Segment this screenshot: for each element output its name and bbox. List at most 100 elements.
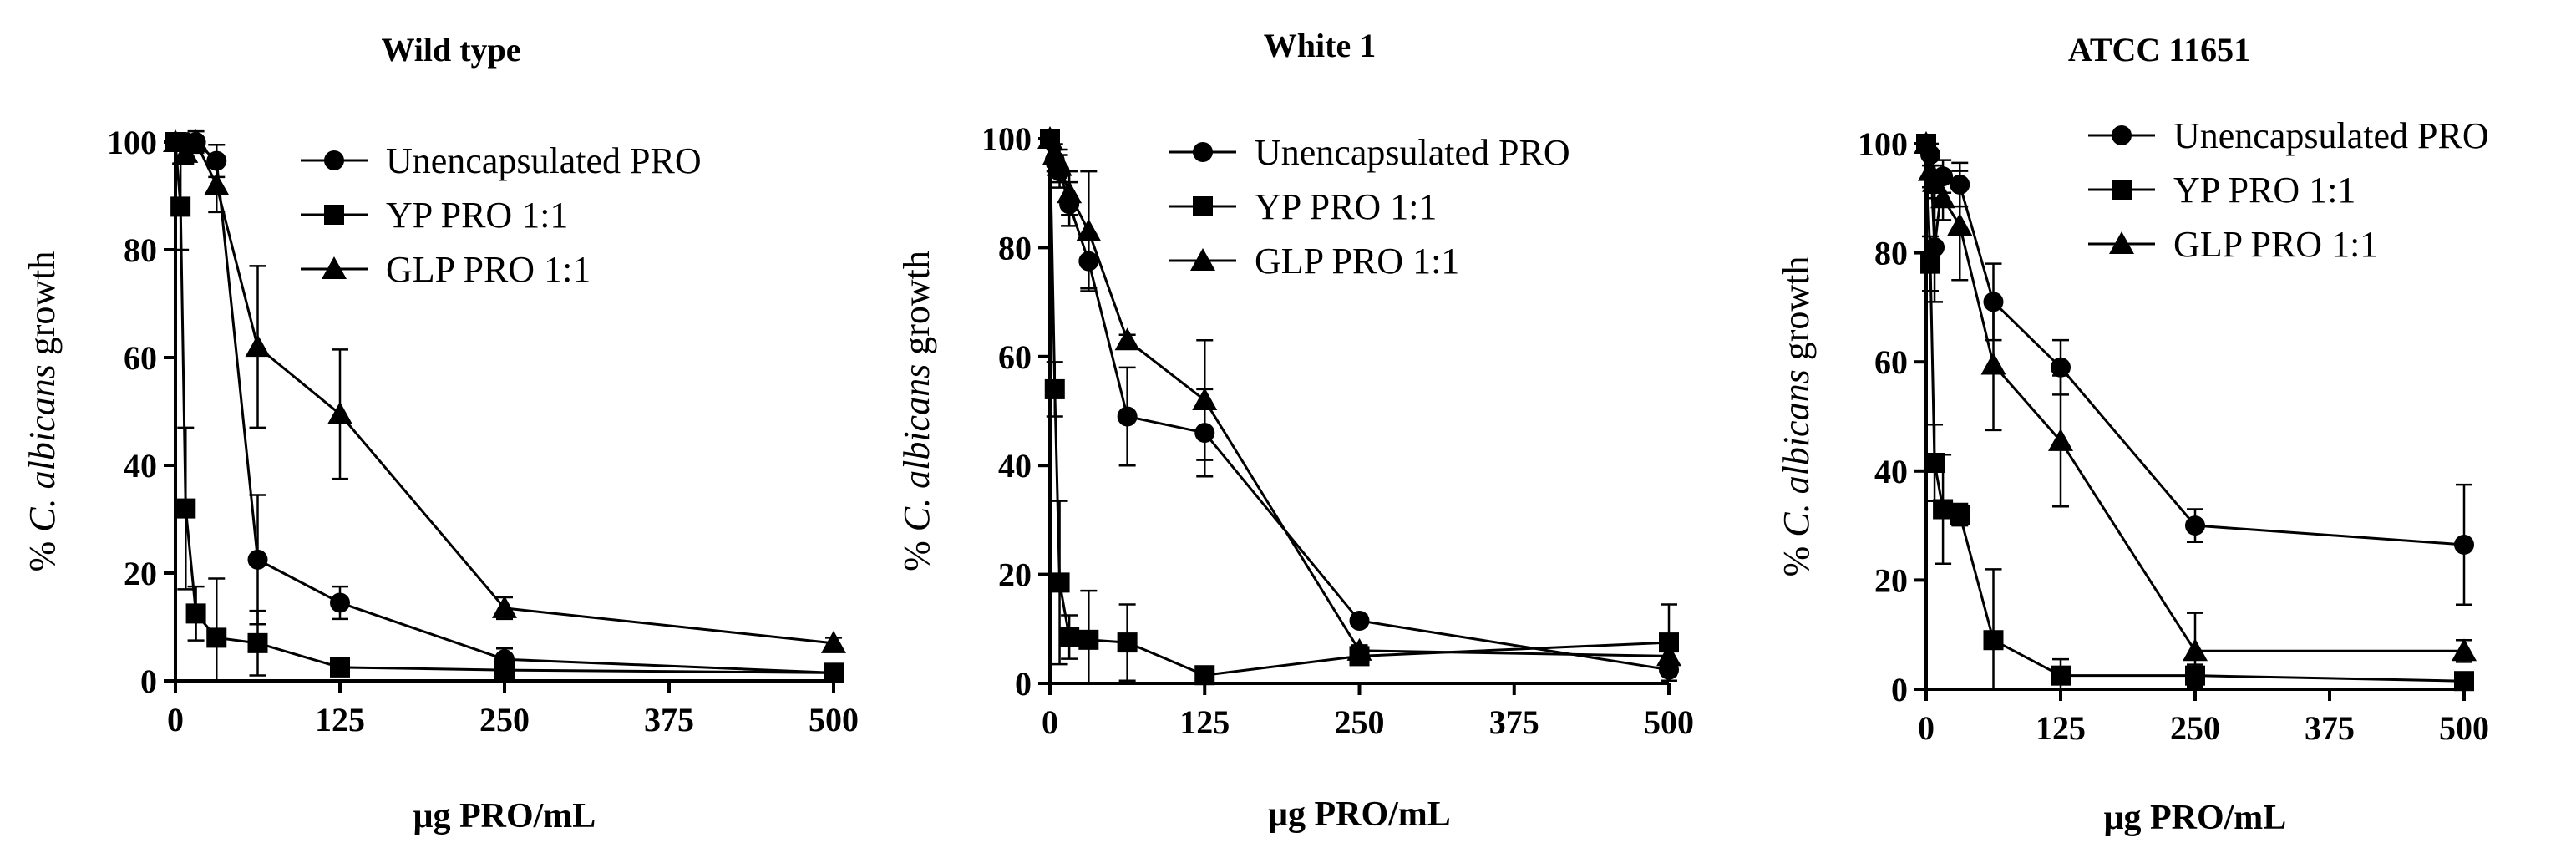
x-tick-label: 0 xyxy=(1918,709,1935,747)
legend-label: Unencapsulated PRO xyxy=(2173,115,2489,156)
data-point xyxy=(2051,357,2071,378)
data-point xyxy=(1933,499,1954,520)
y-tick-label: 80 xyxy=(998,229,1032,266)
y-tick-label: 60 xyxy=(124,339,157,377)
data-point xyxy=(170,196,191,217)
data-point xyxy=(1114,327,1140,351)
y-axis-label-species: C. albicans xyxy=(1776,369,1817,536)
series-triangle xyxy=(1037,126,1681,667)
data-point xyxy=(1920,253,1941,274)
data-point xyxy=(1078,629,1099,650)
legend-marker-circle xyxy=(1193,142,1213,162)
y-axis-label: % C. albicans growth xyxy=(896,251,937,571)
data-point xyxy=(1047,153,1072,176)
x-tick-label: 375 xyxy=(644,701,694,739)
data-point xyxy=(2454,534,2474,555)
x-tick-label: 250 xyxy=(1335,703,1385,741)
chart-panel-1: Wild type 0 20 40 60 80 100 0 125 250 375 500 μg PRO… xyxy=(22,31,859,835)
data-point xyxy=(1117,632,1138,653)
data-point xyxy=(2185,515,2205,536)
y-tick-label: 0 xyxy=(140,662,157,700)
x-axis-label: μg PRO/mL xyxy=(1268,795,1451,834)
y-axis-label-suffix: growth xyxy=(22,251,63,365)
x-tick-label: 0 xyxy=(1042,703,1058,741)
y-tick-label: 0 xyxy=(1891,671,1908,708)
chart-title: ATCC 11651 xyxy=(2068,31,2250,69)
x-tick-label: 125 xyxy=(315,701,365,739)
legend-marker-square xyxy=(1193,196,1213,216)
data-point xyxy=(330,592,350,613)
y-axis-label-species: C. albicans xyxy=(22,364,63,531)
chart-title: White 1 xyxy=(1264,27,1376,64)
y-axis-label-prefix: % xyxy=(22,532,63,572)
data-point xyxy=(1980,352,2006,375)
legend-label: GLP PRO 1:1 xyxy=(386,249,591,290)
data-point xyxy=(163,129,188,152)
series-square xyxy=(1040,129,1679,686)
y-axis-label-suffix: growth xyxy=(1776,256,1817,370)
x-tick-label: 250 xyxy=(479,701,530,739)
y-tick-label: 20 xyxy=(124,555,157,592)
legend-marker-triangle xyxy=(2109,231,2134,254)
data-point xyxy=(1983,630,2004,651)
data-point xyxy=(824,662,844,683)
x-tick-label: 250 xyxy=(2170,709,2220,747)
series-triangle xyxy=(163,129,846,653)
data-point xyxy=(2183,638,2208,662)
x-axis-label: μg PRO/mL xyxy=(413,797,596,835)
y-tick-label: 100 xyxy=(981,120,1032,158)
legend-marker-square xyxy=(324,205,344,225)
data-point xyxy=(2051,665,2071,686)
y-axis-label-prefix: % xyxy=(896,531,937,571)
data-point xyxy=(1076,218,1102,241)
data-point xyxy=(183,129,209,152)
x-tick-label: 0 xyxy=(167,701,184,739)
data-point xyxy=(175,498,196,519)
data-point xyxy=(1194,665,1215,686)
chart-panel-2: White 1 0 20 40 60 80 100 0 125 250 375 500 μg PRO/m… xyxy=(896,27,1694,834)
data-point xyxy=(327,401,352,424)
data-point xyxy=(1914,131,1939,154)
data-point xyxy=(1117,406,1138,427)
y-tick-label: 40 xyxy=(124,447,157,485)
y-axis-label-species: C. albicans xyxy=(896,364,937,531)
data-point xyxy=(492,595,517,618)
x-tick-label: 500 xyxy=(1644,703,1694,741)
data-point xyxy=(204,172,230,195)
data-point xyxy=(1349,611,1370,632)
data-point xyxy=(821,630,846,653)
y-tick-label: 20 xyxy=(1874,561,1908,599)
data-point xyxy=(1049,572,1070,593)
x-tick-label: 125 xyxy=(1179,703,1230,741)
legend-label: GLP PRO 1:1 xyxy=(1255,241,1459,282)
series-line xyxy=(1924,143,2464,652)
y-axis-label: % C. albicans growth xyxy=(1776,256,1817,577)
data-point xyxy=(1057,180,1083,204)
y-tick-label: 60 xyxy=(1874,343,1908,381)
data-point xyxy=(1044,378,1065,399)
data-point xyxy=(494,660,515,681)
y-axis-label-suffix: growth xyxy=(896,251,937,364)
legend-marker-triangle xyxy=(1190,248,1215,271)
y-tick-label: 100 xyxy=(107,124,157,161)
series-triangle xyxy=(1914,131,2477,691)
x-axis-label: μg PRO/mL xyxy=(2104,799,2287,837)
chart-panel-3: ATCC 11651 0 20 40 60 80 100 0 125 250 375 500 μg PR… xyxy=(1776,31,2489,837)
legend-marker-triangle xyxy=(322,256,347,279)
legend-marker-square xyxy=(2112,180,2132,200)
data-point xyxy=(2048,428,2073,451)
x-tick-label: 500 xyxy=(809,701,859,739)
legend-label: YP PRO 1:1 xyxy=(2173,170,2355,211)
legend-label: GLP PRO 1:1 xyxy=(2173,224,2378,265)
series-square xyxy=(1916,134,2474,692)
legend-marker-circle xyxy=(324,150,344,170)
legend-label: Unencapsulated PRO xyxy=(1255,132,1570,173)
data-point xyxy=(1947,212,1973,236)
data-point xyxy=(1059,627,1080,647)
x-tick-label: 375 xyxy=(1489,703,1539,741)
x-tick-label: 375 xyxy=(2305,709,2355,747)
legend-marker-circle xyxy=(2112,125,2132,145)
data-point xyxy=(245,334,271,358)
